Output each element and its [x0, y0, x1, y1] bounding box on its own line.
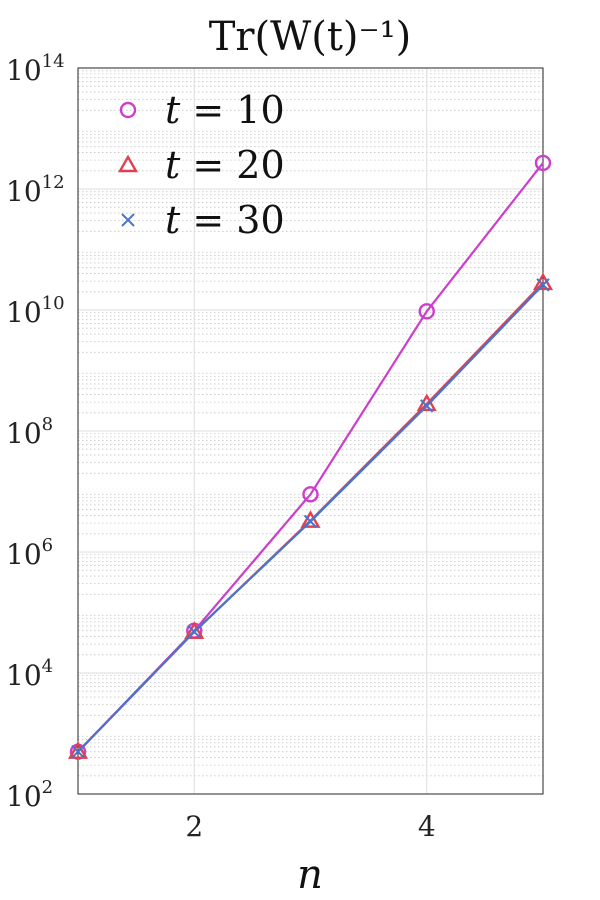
- y-tick-label: 104: [6, 656, 53, 692]
- legend: t = 10 t = 20 t = 30: [117, 88, 285, 242]
- legend-marker: [117, 154, 139, 173]
- y-tick-label: 1010: [6, 293, 65, 329]
- chart-title: Tr(W(t)⁻¹): [209, 14, 412, 60]
- series-3: [71, 278, 550, 759]
- x-tick-label: 4: [418, 810, 436, 843]
- series-group: [67, 154, 554, 760]
- data-point: [536, 278, 550, 292]
- data-point: [184, 621, 205, 639]
- data-point: [418, 303, 435, 320]
- x-axis-label: n: [297, 852, 323, 898]
- data-point: [71, 745, 85, 759]
- legend-label: t = 20: [165, 143, 285, 187]
- plot-frame: [77, 67, 544, 795]
- legend-item: t = 30: [121, 198, 285, 242]
- data-point: [303, 514, 318, 529]
- tick-labels: 2 4 102 104 106 108 1010 1012 1014: [6, 51, 436, 843]
- x-tick-label: 2: [185, 810, 203, 843]
- y-tick-label: 1012: [6, 172, 65, 208]
- y-tick-label: 108: [6, 414, 53, 450]
- data-point: [300, 510, 321, 528]
- series-line: [77, 162, 544, 753]
- data-point: [420, 399, 434, 413]
- data-point: [67, 741, 89, 759]
- legend-marker: [121, 213, 135, 227]
- legend-marker: [119, 101, 137, 119]
- y-tick-label: 106: [6, 535, 53, 571]
- data-point: [187, 625, 201, 639]
- y-tick-label: 102: [6, 777, 53, 813]
- legend-label: t = 30: [165, 198, 285, 242]
- grid: [78, 68, 543, 794]
- series-1: [69, 154, 552, 760]
- legend-item: t = 20: [117, 143, 285, 187]
- legend-label: t = 10: [165, 88, 285, 132]
- y-tick-label: 1014: [6, 51, 65, 87]
- data-point: [534, 154, 552, 172]
- legend-item: t = 10: [119, 88, 285, 132]
- series-line: [77, 282, 544, 753]
- data-point: [302, 486, 319, 503]
